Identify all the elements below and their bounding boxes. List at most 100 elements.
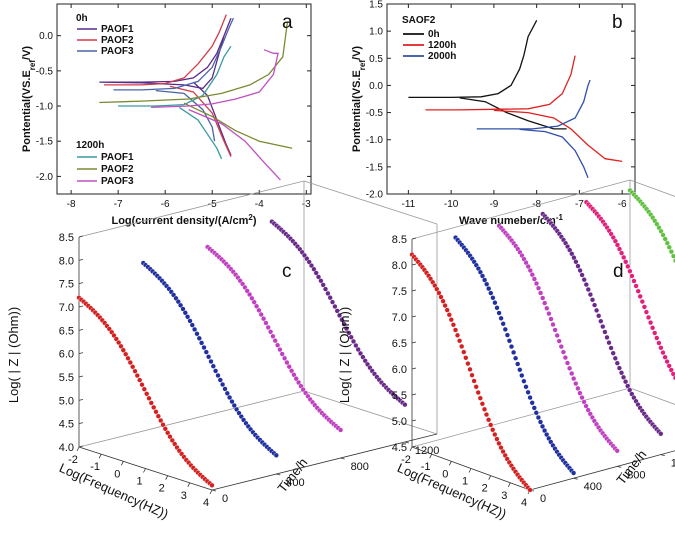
- data-point: [486, 417, 492, 423]
- z-tick-label: 6.0: [392, 364, 407, 376]
- data-point: [637, 293, 643, 300]
- y-axis-label-part: /V): [351, 46, 363, 60]
- z-tick: [411, 341, 417, 344]
- data-point: [629, 273, 635, 279]
- data-point: [666, 363, 672, 369]
- y-tick-label: 1.5: [369, 0, 383, 11]
- data-point: [575, 263, 581, 269]
- data-point: [612, 355, 618, 361]
- x-tick: [187, 482, 191, 488]
- data-point: [199, 340, 205, 346]
- data-point: [645, 314, 652, 321]
- z-tick: [411, 237, 417, 240]
- data-point: [647, 320, 654, 326]
- z-tick-label: 6.5: [59, 325, 74, 337]
- data-point: [185, 314, 191, 320]
- z-tick-label: 4.0: [59, 442, 74, 454]
- legend-label: 0h: [428, 29, 440, 40]
- data-point: [535, 414, 542, 421]
- z-tick-label: 8.5: [392, 234, 407, 246]
- data-point: [571, 255, 577, 261]
- data-point: [633, 283, 639, 289]
- data-point: [486, 286, 492, 292]
- x-axis-label-part: Log(current density/(A/cm: [111, 215, 248, 227]
- data-point: [229, 399, 235, 405]
- data-point: [494, 436, 500, 442]
- series-line: [118, 45, 232, 107]
- data-point: [515, 361, 521, 367]
- data-point: [442, 303, 448, 309]
- data-point: [523, 384, 529, 390]
- z-tick-label: 4.5: [59, 419, 74, 431]
- series-line: [493, 109, 623, 163]
- z-tick-label: 5.0: [59, 395, 74, 407]
- series-line: [99, 21, 289, 104]
- x-tick-label: 0: [442, 468, 448, 480]
- data-point: [284, 359, 290, 366]
- data-point: [213, 368, 219, 374]
- data-point: [616, 246, 623, 252]
- data-point: [268, 329, 274, 335]
- data-point: [289, 368, 295, 374]
- data-point: [208, 358, 214, 365]
- data-point: [587, 292, 594, 298]
- data-point: [620, 374, 627, 380]
- z-tick: [78, 282, 84, 285]
- data-point: [579, 395, 585, 401]
- data-point: [554, 332, 560, 339]
- series-line: [178, 106, 223, 160]
- data-point: [475, 389, 481, 396]
- data-point: [537, 290, 544, 296]
- x-tick-label: -6: [618, 199, 627, 210]
- z-tick: [78, 445, 84, 448]
- z-tick-label: 5.0: [392, 416, 407, 428]
- data-point: [338, 427, 344, 433]
- box-edge: [411, 387, 631, 448]
- data-point: [656, 340, 662, 346]
- data-point: [483, 412, 490, 418]
- data-point: [247, 291, 253, 298]
- y-tick-label: -2.0: [36, 172, 54, 183]
- data-point: [512, 355, 519, 361]
- y-tick-label: 0.0: [369, 81, 383, 92]
- data-point: [192, 326, 198, 333]
- x-tick-label: 3: [501, 490, 507, 502]
- y-tick-label: -0.5: [366, 108, 384, 119]
- legend-label: PAOF3: [101, 46, 134, 57]
- data-point: [610, 350, 616, 356]
- data-point: [498, 315, 504, 321]
- x-axis-label: Wave numeber/cm-1: [459, 213, 563, 228]
- data-point: [127, 359, 133, 366]
- data-point: [222, 386, 228, 392]
- data-point: [641, 304, 648, 310]
- z-tick-label: 8.0: [59, 255, 74, 267]
- data-point: [548, 316, 554, 322]
- data-point: [308, 263, 315, 269]
- x-axis-label-part: 2: [248, 213, 253, 222]
- data-point: [625, 263, 631, 270]
- data-point: [327, 295, 333, 301]
- z-tick: [411, 367, 417, 370]
- data-point: [558, 344, 564, 350]
- data-point: [535, 285, 542, 291]
- data-point: [496, 310, 502, 316]
- x-tick-label: -1: [421, 461, 431, 473]
- x-tick-label: 2: [482, 483, 488, 495]
- legend-label: PAOF2: [101, 164, 134, 175]
- z-axis-label: Log( | Z | (Ohm)): [337, 307, 352, 403]
- y-axis-line: [211, 433, 438, 491]
- data-point: [600, 324, 606, 330]
- data-point: [346, 330, 352, 336]
- box-edge: [629, 179, 675, 197]
- x-tick-label: 3: [181, 490, 187, 502]
- y-tick: [660, 454, 665, 456]
- y-tick: [617, 466, 622, 468]
- data-point: [527, 487, 533, 493]
- legend-title: 1200h: [76, 140, 104, 151]
- data-point: [658, 431, 664, 437]
- series-line: [408, 19, 538, 99]
- data-point: [286, 364, 292, 370]
- x-tick-label: -4: [255, 199, 264, 210]
- data-point: [585, 286, 591, 293]
